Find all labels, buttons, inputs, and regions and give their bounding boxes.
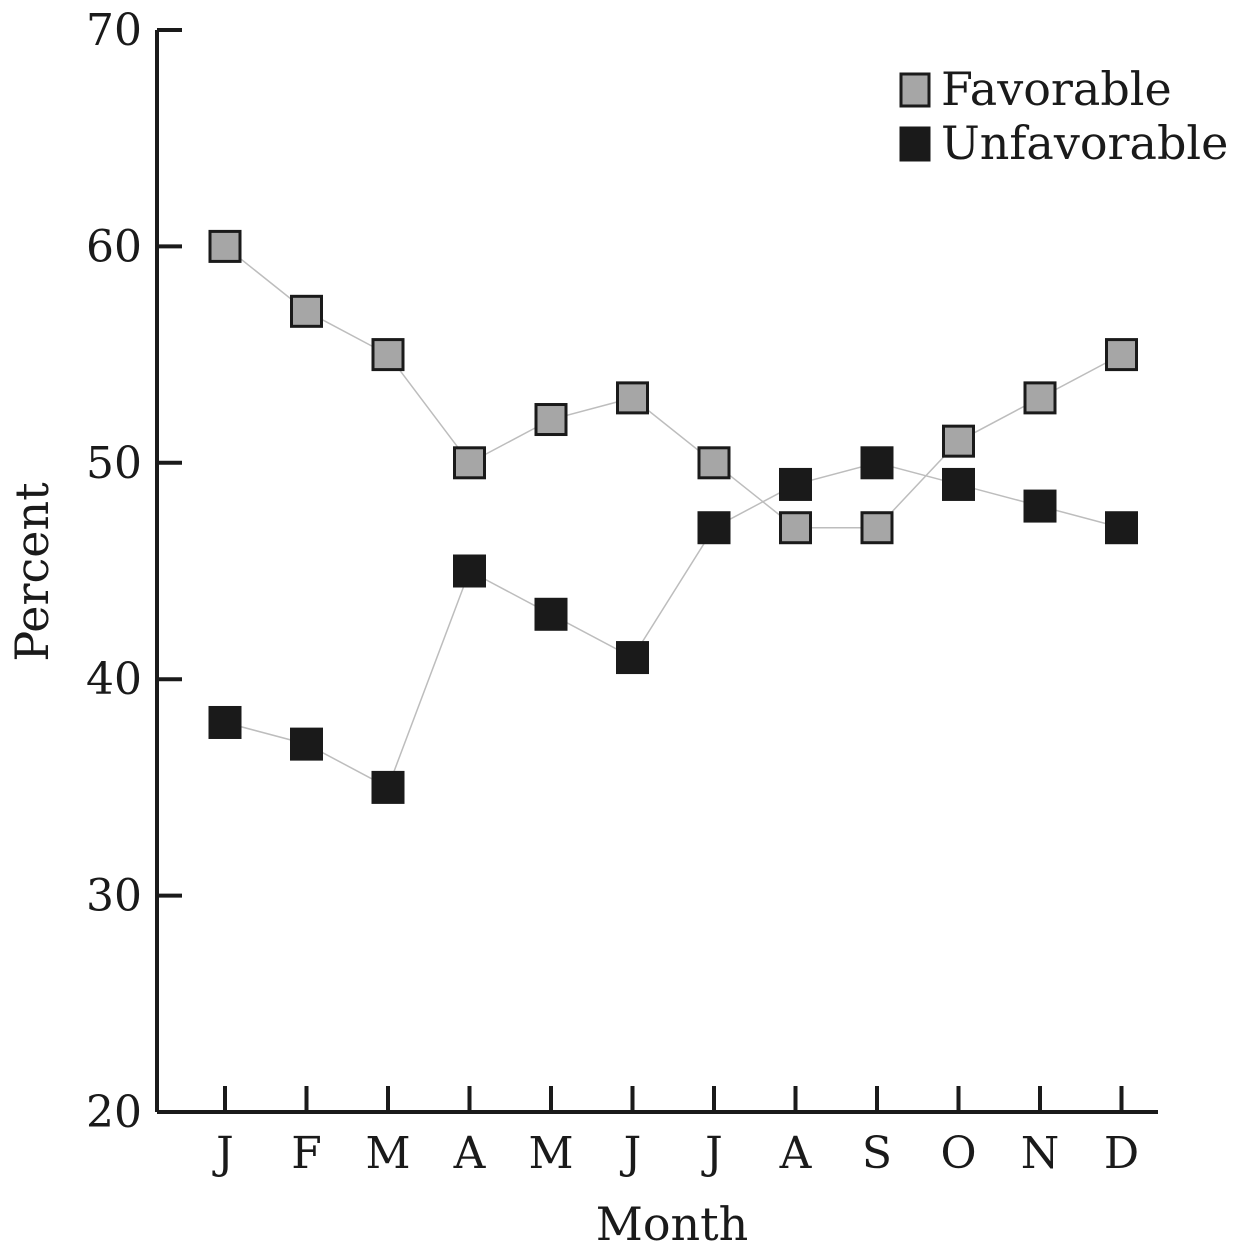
data-point-favorable [371,338,405,372]
data-point-favorable [860,511,894,545]
data-point-favorable [290,294,323,328]
data-point-favorable [453,446,486,480]
x-tick-label: D [1104,1128,1139,1179]
x-tick-label: J [701,1128,723,1179]
x-tick-label: O [940,1128,976,1179]
plot-area [208,229,1138,804]
y-tick-label: 20 [86,1087,142,1138]
legend-swatch-unfavorable [899,126,931,162]
data-point-unfavorable [779,467,812,501]
data-point-favorable [697,446,731,480]
data-point-favorable [208,229,242,263]
x-tick-label: N [1021,1128,1060,1179]
legend-label-favorable: Favorable [941,62,1172,116]
x-tick-label: J [212,1128,234,1179]
series-line-unfavorable [224,462,1122,789]
legend: Favorable Unfavorable [899,62,1228,170]
data-point-unfavorable [534,597,568,631]
y-tick-label: 40 [86,654,142,705]
data-point-unfavorable [860,446,894,480]
x-tick-label: A [453,1128,487,1179]
data-point-unfavorable [371,770,405,804]
x-axis-title: Month [596,1197,749,1251]
y-axis-title: Percent [5,482,59,662]
y-tick-label: 70 [86,5,142,56]
data-point-unfavorable [697,511,731,545]
legend-item-unfavorable: Unfavorable [899,116,1228,170]
data-point-unfavorable [1023,489,1057,523]
data-point-favorable [616,381,649,415]
data-point-unfavorable [290,727,323,761]
data-point-favorable [534,403,568,437]
x-tick-label: F [291,1128,322,1179]
data-point-unfavorable [1105,511,1138,545]
series-line-favorable [224,245,1122,529]
x-tick-label: M [365,1128,410,1179]
x-tick-label: J [620,1128,642,1179]
data-point-unfavorable [453,554,486,588]
data-point-unfavorable [208,705,242,739]
data-point-favorable [1105,338,1138,372]
y-tick-label: 60 [86,221,142,272]
data-point-favorable [942,424,975,458]
data-point-unfavorable [942,467,975,501]
legend-item-favorable: Favorable [899,62,1172,116]
y-axis: 20 30 40 50 60 70 [86,5,182,1138]
x-tick-label: S [862,1128,892,1179]
data-point-unfavorable [616,641,649,675]
x-tick-label: A [779,1128,813,1179]
legend-label-unfavorable: Unfavorable [941,116,1228,170]
x-tick-label: M [528,1128,573,1179]
y-tick-label: 30 [86,871,142,922]
legend-swatch-favorable [899,72,931,108]
data-point-favorable [1023,381,1057,415]
y-tick-label: 50 [86,438,142,489]
data-point-favorable [779,511,812,545]
